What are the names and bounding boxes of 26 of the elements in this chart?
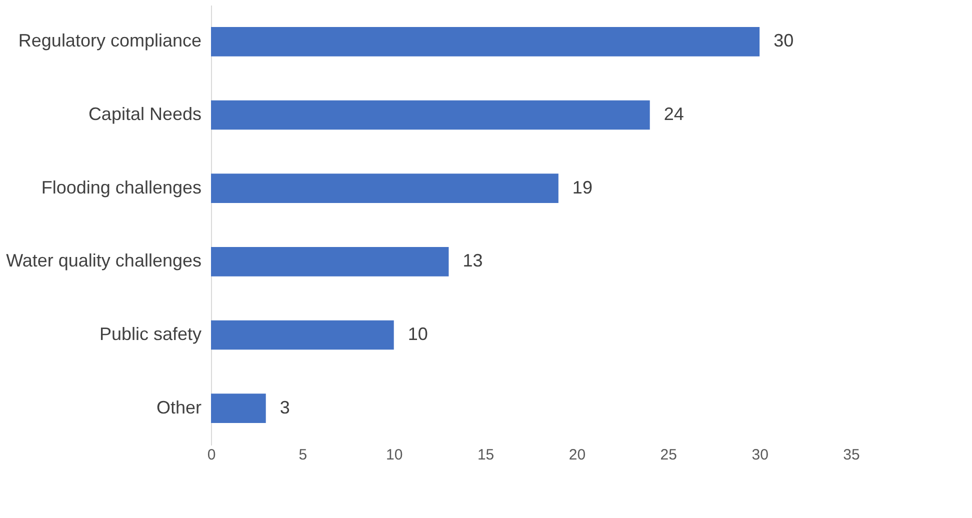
x-tick-label: 30 [752,446,768,464]
y-tick-label: Flooding challenges [41,177,202,198]
x-tick-label: 25 [660,446,677,464]
x-tick-label: 20 [568,446,586,464]
bar [211,174,558,203]
data-label: 13 [462,250,483,271]
data-label: 3 [280,397,290,418]
data-label: 24 [664,104,684,124]
x-tick-label: 5 [298,446,308,464]
data-label: 19 [572,177,592,198]
y-tick-label: Other [156,397,202,418]
x-tick-label: 0 [207,446,216,464]
data-label: 10 [408,324,428,344]
bar [211,394,266,423]
y-tick-label: Regulatory compliance [18,30,202,51]
x-tick-label: 15 [477,446,494,464]
y-tick-label: Public safety [99,324,202,344]
x-tick-label: 10 [386,446,403,464]
bar [211,320,394,350]
bar [211,247,449,276]
bar [211,27,760,56]
bar [211,100,650,130]
y-tick-label: Capital Needs [88,104,202,124]
x-tick-label: 35 [843,446,860,464]
y-tick-label: Water quality challenges [6,250,202,271]
data-label: 30 [774,30,794,51]
